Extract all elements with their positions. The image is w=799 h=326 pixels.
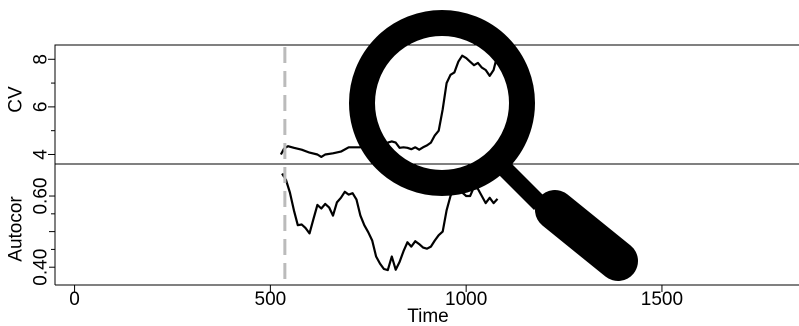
- x-tick-label: 0: [69, 289, 80, 310]
- cv-y-tick-label: 4: [31, 149, 52, 160]
- x-tick-label: 500: [255, 289, 287, 310]
- autocor-y-tick-label: 0.40: [31, 249, 52, 286]
- autocor-axis-title: Autocor: [6, 196, 27, 262]
- cv-y-tick-label: 6: [31, 102, 52, 113]
- cv-panel: 4 6 8 CV: [6, 44, 799, 165]
- magnifying-glass-icon: [349, 10, 638, 281]
- x-tick-label: 1000: [445, 289, 487, 310]
- x-tick-label: 1500: [641, 289, 683, 310]
- cv-axis-title: CV: [6, 86, 27, 113]
- cv-y-tick-label: 8: [31, 54, 52, 65]
- autocor-y-tick-label: 0.60: [31, 178, 52, 215]
- x-axis: 0 500 1000 1500 Time: [69, 285, 683, 326]
- x-axis-title: Time: [407, 306, 449, 326]
- cv-series-line: [279, 54, 499, 158]
